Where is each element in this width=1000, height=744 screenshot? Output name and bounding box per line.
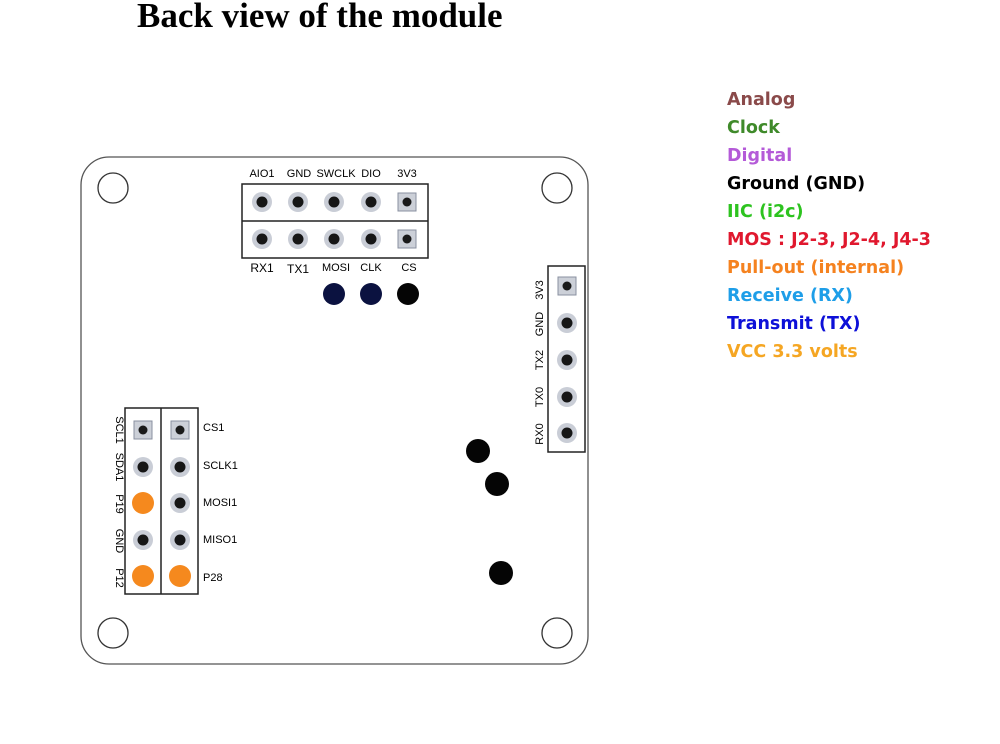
pin-label-sclk1: SCLK1	[203, 460, 238, 472]
pin-label-sda1: SDA1	[113, 453, 125, 482]
left-col1-pin-2	[133, 457, 153, 477]
top-row2-pin-5	[397, 229, 417, 249]
pin-label-tx2: TX2	[534, 350, 546, 370]
pad-mosi-navy	[323, 283, 345, 305]
top-row1-pin-5	[397, 192, 417, 212]
left-col2-pin-5	[169, 565, 191, 587]
mounting-hole-top-right	[541, 172, 573, 204]
left-col2-pin-4	[170, 530, 190, 550]
pin-label-gnd-right: GND	[534, 312, 546, 337]
legend-item-iic: IIC (i2c)	[727, 202, 804, 222]
left-col1-pin-5	[132, 565, 154, 587]
left-col1-pin-1	[133, 420, 153, 440]
pin-label-p12: P12	[113, 568, 125, 588]
legend-item-ground: Ground (GND)	[727, 174, 866, 194]
mounting-hole-top-left	[97, 172, 129, 204]
legend-item-receive: Receive (RX)	[727, 286, 853, 306]
left-col1-pin-3	[132, 492, 154, 514]
top-row1-pin-4	[361, 192, 381, 212]
pin-label-tx0: TX0	[534, 387, 546, 407]
pin-label-cs: CS	[401, 262, 416, 274]
pad-black-3	[489, 561, 513, 585]
pin-label-rx1: RX1	[250, 261, 274, 275]
legend-item-pull-out: Pull-out (internal)	[727, 258, 905, 278]
top-row1-pin-1	[252, 192, 272, 212]
pad-black-2	[485, 472, 509, 496]
right-col-pin-2	[557, 313, 577, 333]
top-row1-pin-3	[324, 192, 344, 212]
right-col-pin-5	[557, 423, 577, 443]
left-col2-pin-2	[170, 457, 190, 477]
board-outline	[80, 156, 589, 665]
pin-label-gnd-left: GND	[113, 529, 125, 554]
pin-label-gnd-top: GND	[287, 168, 312, 180]
right-col-pin-3	[557, 350, 577, 370]
top-row2-pin-1	[252, 229, 272, 249]
pin-label-rx0: RX0	[534, 423, 546, 444]
legend-item-transmit: Transmit (TX)	[727, 314, 861, 334]
pin-label-swclk: SWCLK	[316, 168, 356, 180]
left-header: SCL1 SDA1 P19 GND P12 CS1 SCLK1 MOSI1 MI…	[113, 407, 238, 595]
legend: Analog Clock Digital Ground (GND) IIC (i…	[727, 86, 931, 366]
pin-label-scl1: SCL1	[113, 416, 125, 444]
top-row1-pin-2	[288, 192, 308, 212]
top-header: AIO1 GND SWCLK DIO 3V3 RX1 TX1 MOSI CLK …	[241, 168, 429, 276]
pin-label-mosi: MOSI	[322, 262, 350, 274]
pad-clk-navy	[360, 283, 382, 305]
legend-item-analog: Analog	[727, 90, 796, 110]
right-header: 3V3 GND TX2 TX0 RX0	[534, 265, 586, 453]
pin-label-p28: P28	[203, 572, 223, 584]
pin-label-tx1: TX1	[287, 262, 309, 276]
pin-label-miso1: MISO1	[203, 534, 237, 546]
pin-label-3v3-top: 3V3	[397, 168, 417, 180]
left-col2-pin-3	[170, 493, 190, 513]
legend-item-mos: MOS : J2-3, J2-4, J4-3	[727, 230, 931, 250]
pin-label-dio: DIO	[361, 168, 381, 180]
pad-black-1	[466, 439, 490, 463]
left-col1-pin-4	[133, 530, 153, 550]
legend-item-digital: Digital	[727, 146, 793, 166]
mounting-hole-bottom-left	[97, 617, 129, 649]
pin-label-mosi1: MOSI1	[203, 497, 237, 509]
pin-label-clk: CLK	[360, 262, 382, 274]
top-row2-pin-2	[288, 229, 308, 249]
pin-label-cs1: CS1	[203, 422, 224, 434]
top-row2-pin-4	[361, 229, 381, 249]
pin-label-aio1: AIO1	[249, 168, 274, 180]
page-title: Back view of the module	[137, 0, 503, 35]
pad-cs-black	[397, 283, 419, 305]
left-col2-pin-1	[170, 420, 190, 440]
top-row2-pin-3	[324, 229, 344, 249]
right-col-pin-1	[557, 276, 577, 296]
mounting-hole-bottom-right	[541, 617, 573, 649]
pin-label-3v3-right: 3V3	[534, 280, 546, 300]
legend-item-clock: Clock	[727, 118, 780, 138]
pin-label-p19: P19	[113, 494, 125, 514]
right-col-pin-4	[557, 387, 577, 407]
legend-item-vcc: VCC 3.3 volts	[727, 342, 858, 362]
